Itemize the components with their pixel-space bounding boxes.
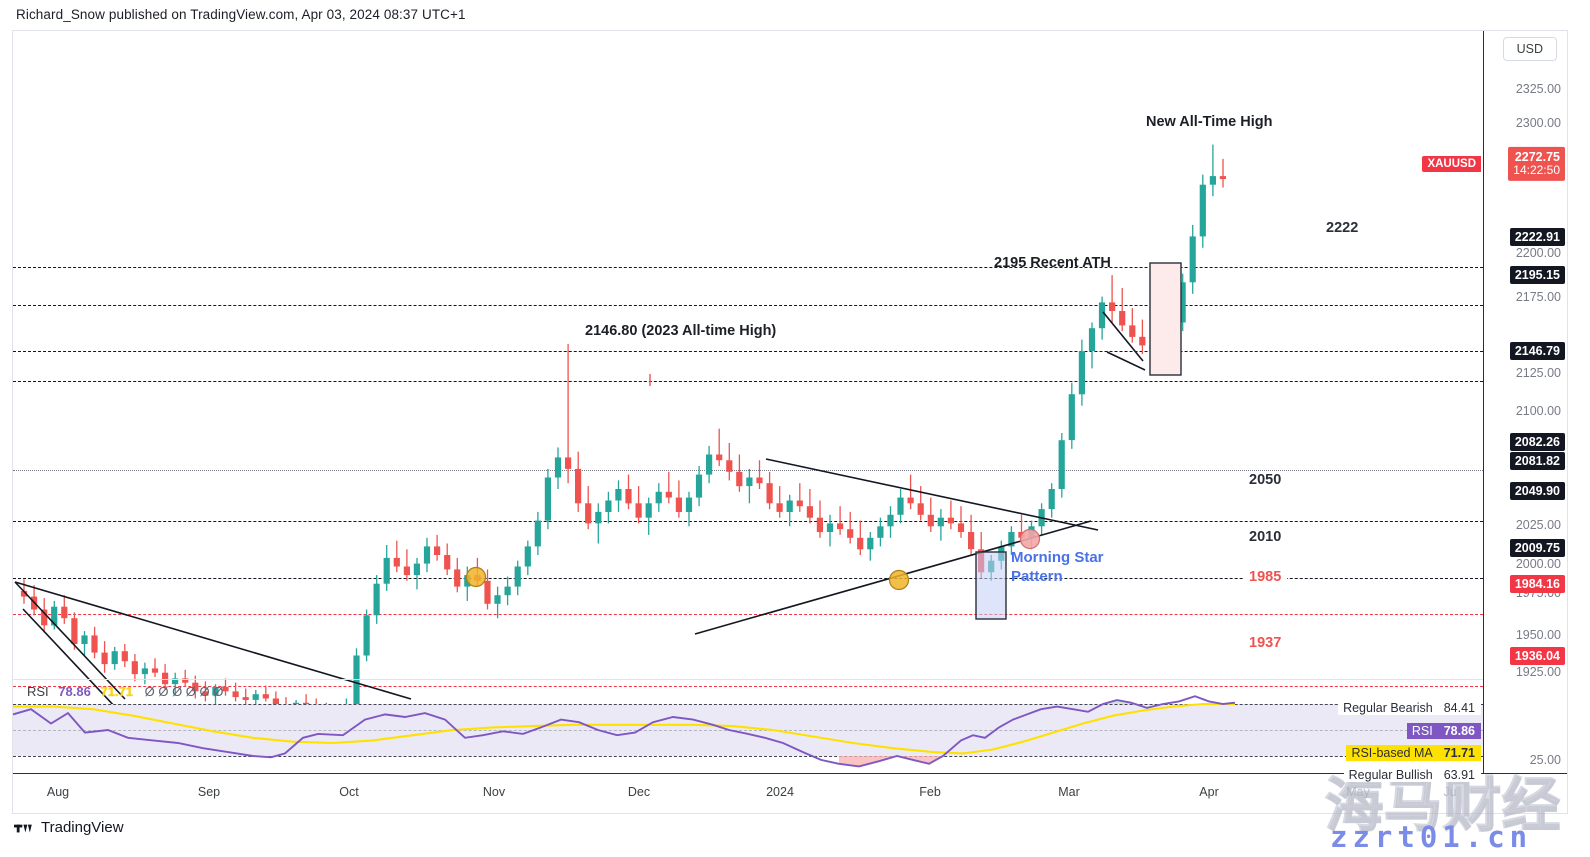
rsi-tag-rsi-based-ma: RSI-based MA 71.71 — [1346, 745, 1481, 761]
chart-frame: 2222 2050 2010 1985 1937 — [12, 30, 1568, 814]
time-scale[interactable]: Aug Sep Oct Nov Dec 2024 Feb Mar Apr May… — [13, 773, 1567, 813]
price-tick: 2300.00 — [1515, 116, 1561, 130]
rsi-tag-key: Regular Bullish — [1348, 768, 1433, 782]
time-label-oct: Oct — [339, 785, 359, 799]
price-tick: 1950.00 — [1515, 628, 1561, 642]
level-line-2195 — [13, 305, 1483, 306]
rsi-tag-key: RSI-based MA — [1346, 745, 1438, 761]
price-label-2081: 2081.82 — [1509, 452, 1565, 470]
time-label-may: May — [1346, 785, 1370, 799]
price-label-1984: 1984.16 — [1509, 575, 1565, 593]
live-price-label: 2272.75 14:22:50 — [1508, 146, 1565, 182]
rsi-scale-tick: 25.00 — [1529, 753, 1561, 767]
currency-badge[interactable]: USD — [1502, 37, 1557, 61]
price-tick: 2125.00 — [1515, 366, 1561, 380]
price-tick: 2100.00 — [1515, 404, 1561, 418]
level-line-2195-low — [13, 351, 1483, 352]
time-label-aug: Aug — [46, 785, 70, 799]
time-label-apr: Apr — [1199, 785, 1219, 799]
rsi-tag-rsi: RSI 78.86 — [1406, 723, 1481, 739]
trendlines — [14, 311, 1146, 727]
tradingview-logo[interactable]: TradingView — [14, 819, 124, 836]
annotation-morning-star: Morning Star Pattern — [1011, 549, 1104, 587]
level-label-2050: 2050 — [1243, 472, 1288, 488]
rsi-oversold-line — [13, 756, 1483, 757]
live-price-value: 2272.75 — [1514, 149, 1560, 164]
price-label-2195: 2195.15 — [1509, 266, 1565, 284]
time-label-jun: Ju — [1443, 785, 1457, 799]
level-line-1937 — [13, 686, 1483, 687]
price-tick: 2325.00 — [1515, 82, 1561, 96]
candlestick-series — [14, 144, 1226, 727]
price-plot-area[interactable]: 2222 2050 2010 1985 1937 — [13, 31, 1483, 813]
price-tick: 2025.00 — [1515, 518, 1561, 532]
level-line-2050 — [13, 521, 1483, 522]
rsi-tag-regular-bullish: Regular Bullish 63.91 — [1343, 768, 1481, 782]
time-label-2024: 2024 — [766, 785, 794, 799]
rsi-tag-key: Regular Bearish — [1343, 701, 1433, 715]
rsi-midline — [13, 730, 1483, 731]
rsi-overbought-line — [13, 704, 1483, 705]
price-label-2009: 2009.75 — [1509, 539, 1565, 557]
price-tick: 1925.00 — [1515, 665, 1561, 679]
rsi-tag-value: 84.41 — [1443, 701, 1475, 715]
highlight-box-morning-star — [975, 551, 1007, 620]
level-line-2222 — [13, 267, 1483, 268]
level-line-2146 — [13, 381, 1483, 382]
rsi-legend: RSI 78.86 71.71 Ø Ø Ø Ø Ø Ø — [27, 684, 223, 699]
price-label-1936: 1936.04 — [1509, 647, 1565, 665]
time-label-mar: Mar — [1058, 785, 1080, 799]
tradingview-logo-text: TradingView — [41, 819, 124, 836]
rsi-series — [13, 695, 1236, 768]
highlight-box-2195 — [1149, 262, 1182, 376]
watermark-url: zzrt01.cn — [1330, 820, 1533, 854]
tradingview-icon — [14, 824, 32, 832]
level-line-2082 — [13, 470, 1483, 471]
price-label-2222: 2222.91 — [1509, 228, 1565, 246]
level-label-1985: 1985 — [1243, 569, 1288, 585]
rsi-legend-ma-value: 71.71 — [100, 684, 134, 699]
annotation-new-ath: New All-Time High — [1146, 114, 1273, 130]
rsi-legend-nulls: Ø Ø Ø Ø Ø Ø — [144, 684, 224, 699]
divergence-marker-1 — [465, 566, 487, 588]
morning-star-line-2: Pattern — [1011, 567, 1063, 585]
time-label-feb: Feb — [919, 785, 941, 799]
annotation-ath-2023: 2146.80 (2023 All-time High) — [585, 323, 777, 339]
morning-star-line-1: Morning Star — [1011, 549, 1104, 566]
divergence-marker-2 — [888, 569, 910, 591]
time-label-sep: Sep — [197, 785, 221, 799]
time-label-dec: Dec — [627, 785, 651, 799]
level-line-1985 — [13, 614, 1483, 615]
level-line-2010 — [13, 578, 1483, 579]
price-scale[interactable]: USD 2325.00 2300.00 2250.00 2200.00 2175… — [1422, 31, 1567, 813]
divergence-marker-3 — [1019, 528, 1041, 550]
rsi-tag-value: 78.86 — [1437, 723, 1481, 739]
price-tick: 2000.00 — [1515, 557, 1561, 571]
level-label-2010: 2010 — [1243, 529, 1288, 545]
price-label-2049: 2049.90 — [1509, 482, 1565, 500]
attribution-text: Richard_Snow published on TradingView.co… — [16, 7, 466, 22]
rsi-pane[interactable]: RSI 78.86 71.71 Ø Ø Ø Ø Ø Ø — [13, 679, 1483, 775]
rsi-legend-value: 78.86 — [58, 684, 91, 699]
price-label-2082: 2082.26 — [1509, 433, 1565, 451]
price-label-2146: 2146.79 — [1509, 342, 1565, 360]
level-label-1937: 1937 — [1243, 635, 1288, 651]
price-tick: 2200.00 — [1515, 246, 1561, 260]
rsi-legend-title: RSI — [27, 684, 49, 699]
rsi-tag-regular-bearish: Regular Bearish 84.41 — [1338, 701, 1481, 715]
level-label-2222: 2222 — [1320, 220, 1365, 236]
rsi-tag-value: 71.71 — [1437, 745, 1481, 761]
annotation-recent-ath: 2195 Recent ATH — [994, 255, 1111, 271]
time-label-nov: Nov — [482, 785, 506, 799]
live-price-time: 14:22:50 — [1513, 163, 1560, 178]
price-tick: 2175.00 — [1515, 290, 1561, 304]
symbol-tag: XAUUSD — [1422, 156, 1481, 172]
rsi-tag-value: 63.91 — [1443, 768, 1475, 782]
rsi-tag-key: RSI — [1406, 723, 1438, 739]
